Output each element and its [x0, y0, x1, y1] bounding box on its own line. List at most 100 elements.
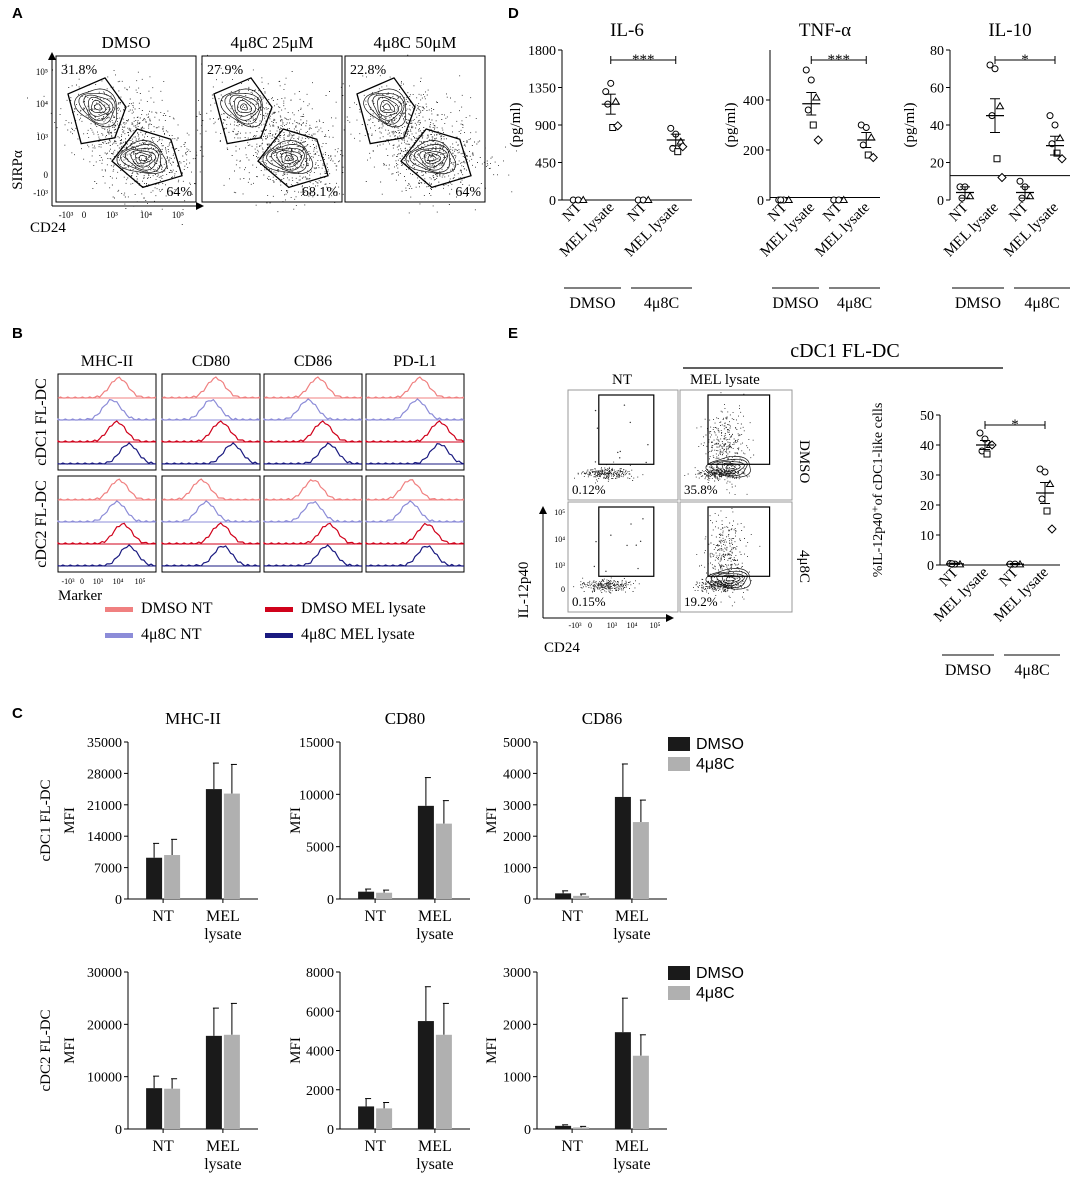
chart-title: CD86 [582, 709, 623, 728]
y-axis-label: MFI [62, 807, 78, 834]
y-tick-label: 80 [930, 44, 944, 59]
y-tick-label: 3000 [503, 799, 531, 814]
y-tick-label: 50 [920, 409, 934, 424]
event-cloud [574, 461, 644, 484]
histogram-curve [57, 500, 157, 523]
panel-b: MHC-II CD80 CD86 PD-L1 cDC1 FL-DC cDC2 FL-DC -… [33, 353, 465, 643]
legend-swatch [668, 966, 690, 980]
group-label: 4μ8C [644, 295, 679, 312]
flow-plot-frame [679, 501, 793, 613]
event-dot [635, 544, 637, 546]
bar [573, 895, 590, 899]
bar [417, 1021, 434, 1129]
y-axis-label: %IL-12p40⁺of cDC1-like cells [871, 403, 886, 578]
group-label: 4μ8C [1014, 662, 1049, 679]
event-dot [610, 534, 612, 536]
y-tick-label: 2000 [503, 830, 531, 845]
histogram-curve [365, 376, 465, 399]
group-label: DMSO [945, 662, 991, 679]
y-tick-label: 10³ [555, 561, 566, 570]
y-axis-label: (pg/ml) [723, 103, 739, 148]
data-point [777, 196, 785, 204]
x-tick-label: NT [561, 908, 583, 925]
contour-line [716, 573, 745, 587]
histogram-curve [263, 479, 363, 501]
contour-line [409, 144, 450, 173]
data-point [784, 195, 794, 203]
legend-swatch [668, 757, 690, 771]
x-tick-label: MEL [418, 908, 452, 925]
gate-bottom [400, 128, 472, 189]
legend-label: DMSO NT [141, 600, 213, 617]
data-point [1041, 468, 1049, 476]
contour-line [229, 94, 260, 121]
x-tick-label: MEL [206, 908, 240, 925]
histogram-curve [365, 479, 465, 501]
legend-label: DMSO [696, 965, 744, 982]
significance-label: * [1021, 52, 1029, 68]
bar [614, 796, 631, 899]
data-point [1025, 191, 1035, 200]
contour-line [405, 140, 457, 175]
histogram-curve [263, 544, 362, 567]
x-tick-label: -10³ [61, 577, 75, 586]
significance-label: * [1011, 417, 1019, 433]
histogram-frame [57, 475, 157, 573]
x-tick-label: NT [364, 908, 386, 925]
y-tick-label: 10⁴ [36, 99, 48, 109]
bar [614, 1032, 631, 1129]
data-point [868, 152, 878, 163]
y-tick-label: 0 [44, 170, 49, 180]
contour-line [424, 152, 442, 165]
y-tick-label: 35000 [87, 736, 122, 751]
data-point [807, 76, 815, 84]
y-tick-label: 0 [757, 194, 764, 209]
legend-swatch [265, 607, 293, 612]
gate-percent: 0.12% [572, 482, 606, 497]
x-axis-arrow [196, 202, 204, 210]
contour-line [710, 458, 748, 477]
y-axis-label: MFI [288, 807, 304, 834]
histogram-curve [161, 522, 261, 545]
bar [146, 857, 163, 899]
gate-top [67, 77, 127, 145]
flow-plot-frame [567, 501, 679, 613]
bar [223, 1034, 240, 1129]
event-dot [639, 540, 642, 543]
column-label: MEL lysate [690, 372, 760, 388]
data-point [1051, 121, 1059, 129]
histogram-row-title: cDC1 FL-DC [33, 378, 50, 466]
x-tick-label: lysate [204, 1156, 241, 1173]
y-tick-label: 200 [743, 144, 764, 159]
panel-letter-c: C [12, 705, 23, 722]
data-point [976, 429, 984, 437]
gate-bottom-percent: 68.1% [302, 185, 339, 200]
y-tick-label: 21000 [87, 799, 122, 814]
bar [632, 1055, 649, 1129]
contour-line [367, 93, 405, 125]
legend-swatch [265, 633, 293, 638]
contour-line [236, 99, 253, 113]
contour-line [138, 154, 148, 162]
y-tick-label: 40 [920, 439, 934, 454]
histogram-curve [161, 500, 261, 523]
x-axis-label: Marker [58, 588, 102, 604]
y-tick-label: 1350 [528, 82, 556, 97]
histogram-curve [161, 420, 261, 443]
panel-c: MHC-II 0 7000 14000 21000 28000 35000 MFI cDC1 F… [38, 709, 744, 1173]
contour-line [239, 103, 248, 111]
x-tick-label: MEL [418, 1138, 452, 1155]
data-point [813, 135, 823, 145]
legend-label: DMSO [696, 736, 744, 753]
significance-label: *** [632, 52, 655, 68]
histogram-curve [57, 522, 157, 545]
chart-title: IL-6 [610, 20, 644, 41]
contour-line [93, 103, 102, 111]
y-tick-label: 10³ [36, 132, 48, 142]
y-tick-label: 1000 [503, 1071, 531, 1086]
data-point [804, 106, 812, 114]
data-point [1038, 495, 1046, 503]
contour-line [725, 464, 736, 470]
event-dot [626, 544, 628, 547]
